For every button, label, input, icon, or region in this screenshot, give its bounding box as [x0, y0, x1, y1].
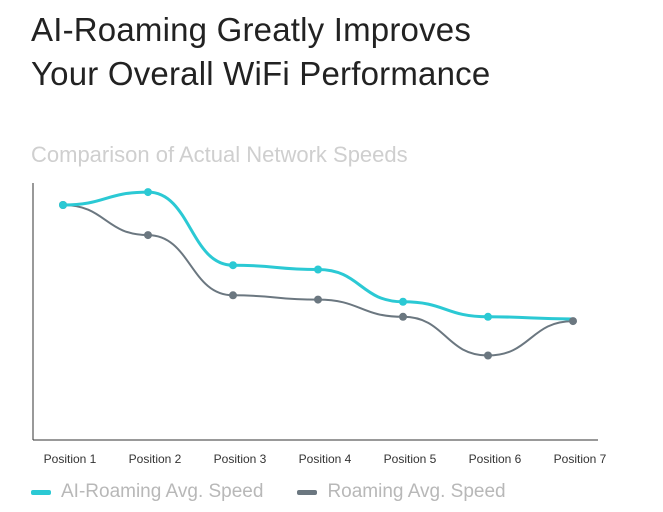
- chart-series-lines: [61, 190, 575, 357]
- data-point-ai-roaming-1: [59, 201, 67, 209]
- legend-item-roaming: Roaming Avg. Speed: [297, 481, 506, 503]
- title-line-1: AI-Roaming Greatly Improves: [31, 11, 472, 48]
- data-point-ai-roaming-4: [314, 265, 322, 274]
- x-tick-label: Position 6: [469, 452, 522, 466]
- legend-swatch-ai-roaming: [31, 489, 51, 495]
- page-title: AI-Roaming Greatly Improves Your Overall…: [31, 8, 490, 96]
- chart-axes: [32, 183, 598, 441]
- data-point-ai-roaming-5: [399, 297, 407, 306]
- legend-item-ai-roaming: AI-Roaming Avg. Speed: [31, 481, 263, 503]
- data-point-roaming-4: [314, 295, 322, 304]
- chart-title: Comparison of Actual Network Speeds: [31, 142, 408, 167]
- chart-legend: AI-Roaming Avg. Speed Roaming Avg. Speed: [31, 481, 540, 503]
- chart-series-points: [59, 188, 577, 360]
- data-point-ai-roaming-3: [229, 261, 237, 270]
- x-tick-label: Position 7: [554, 452, 607, 466]
- title-line-2: Your Overall WiFi Performance: [31, 55, 491, 92]
- legend-label-roaming: Roaming Avg. Speed: [327, 481, 506, 502]
- x-tick-label: Position 2: [129, 452, 182, 466]
- legend-swatch-roaming: [297, 489, 318, 495]
- x-axis-tick-labels: Position 1 Position 2 Position 3 Position 4…: [44, 452, 607, 466]
- data-point-roaming-2: [144, 231, 152, 240]
- series-line-roaming: [62, 204, 574, 357]
- x-tick-label: Position 4: [299, 452, 352, 466]
- data-point-roaming-7: [569, 317, 577, 326]
- legend-label-ai-roaming: AI-Roaming Avg. Speed: [61, 481, 264, 502]
- data-point-roaming-5: [399, 312, 407, 321]
- x-tick-label: Position 5: [384, 452, 437, 466]
- data-point-roaming-6: [484, 351, 492, 360]
- data-point-roaming-3: [229, 291, 237, 300]
- x-tick-label: Position 1: [44, 452, 97, 466]
- data-point-ai-roaming-2: [144, 188, 152, 197]
- x-tick-label: Position 3: [214, 452, 267, 466]
- data-point-ai-roaming-6: [484, 312, 492, 321]
